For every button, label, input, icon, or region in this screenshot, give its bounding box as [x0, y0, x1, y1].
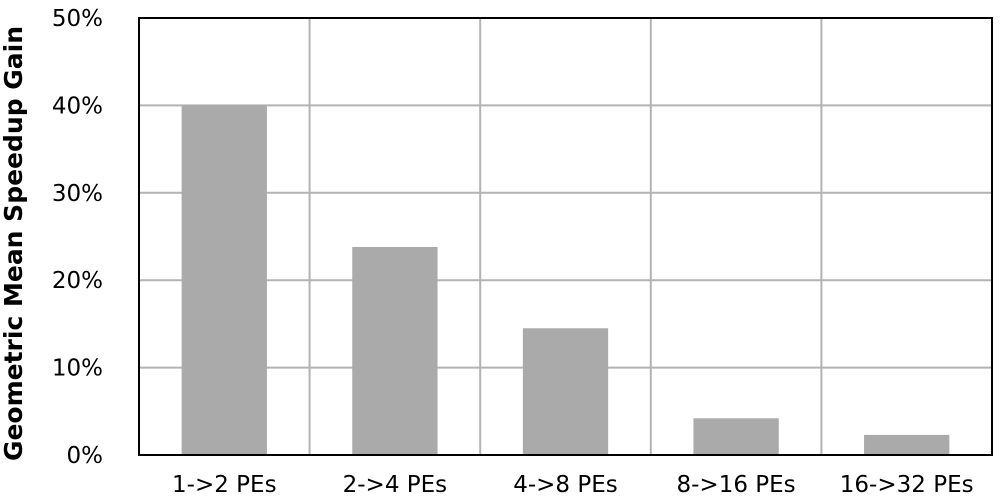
plot-frame — [138, 17, 993, 456]
bar — [864, 434, 950, 455]
bar — [522, 328, 609, 455]
x-tick-label: 1->2 PEs — [172, 472, 277, 498]
bar — [352, 246, 438, 455]
x-tick-label: 8->16 PEs — [677, 472, 796, 498]
y-tick-label: 50% — [52, 6, 103, 32]
bars-group — [181, 105, 950, 456]
bar — [181, 105, 267, 456]
y-tick-label: 30% — [52, 181, 103, 207]
bar — [693, 418, 779, 455]
x-tick-labels: 1->2 PEs 2->4 PEs 4->8 PEs 8->16 PEs 16->32 … — [172, 472, 974, 498]
y-tick-label: 20% — [52, 268, 103, 294]
x-tick-label: 2->4 PEs — [343, 472, 448, 498]
y-axis-label: Geometric Mean Speedup Gain — [0, 26, 28, 461]
y-tick-labels: 0% 10% 20% 30% 40% 50% — [52, 6, 103, 469]
y-tick-label: 10% — [52, 356, 103, 382]
x-tick-label: 16->32 PEs — [840, 472, 974, 498]
y-tick-label: 40% — [52, 93, 103, 119]
y-tick-label: 0% — [67, 443, 104, 469]
grid-lines — [139, 18, 992, 455]
x-tick-label: 4->8 PEs — [513, 472, 618, 498]
